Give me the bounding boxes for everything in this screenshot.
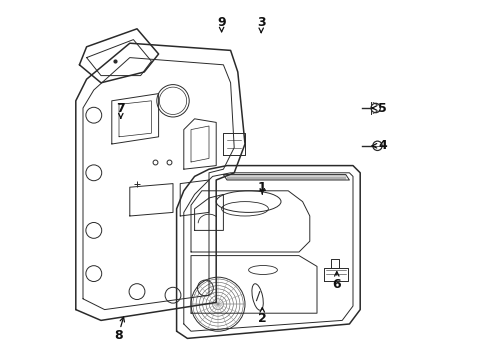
Text: 3: 3 xyxy=(257,16,266,29)
Text: 6: 6 xyxy=(333,278,341,291)
Text: 1: 1 xyxy=(258,181,267,194)
Text: 5: 5 xyxy=(378,102,387,114)
Text: 2: 2 xyxy=(258,312,267,325)
Text: 4: 4 xyxy=(378,139,387,152)
Text: 9: 9 xyxy=(217,16,226,29)
Text: 7: 7 xyxy=(117,102,125,115)
Text: 8: 8 xyxy=(114,329,122,342)
